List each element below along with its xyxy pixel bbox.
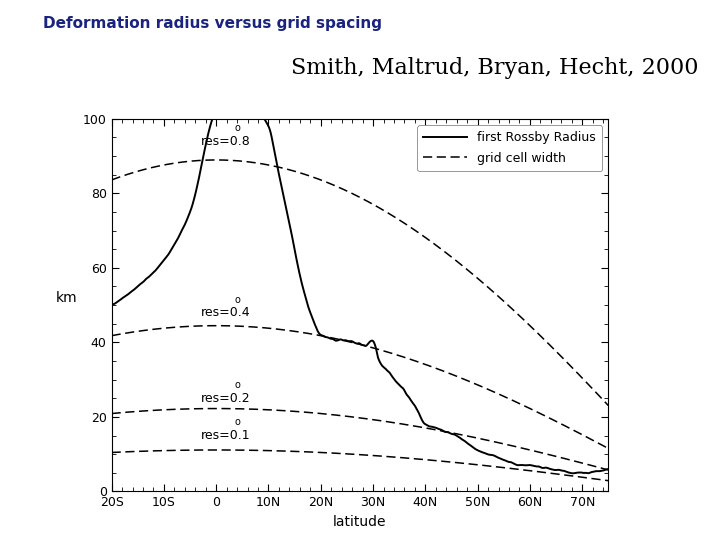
X-axis label: latitude: latitude [333,515,387,529]
Text: res=0.4: res=0.4 [200,306,250,319]
Text: o: o [235,123,240,133]
Text: o: o [235,417,240,428]
Y-axis label: km: km [55,291,77,305]
Text: o: o [235,380,240,390]
Text: res=0.2: res=0.2 [200,392,250,405]
Legend: first Rossby Radius, grid cell width: first Rossby Radius, grid cell width [417,125,602,171]
Text: o: o [235,294,240,305]
Text: Deformation radius versus grid spacing: Deformation radius versus grid spacing [43,16,382,31]
Text: res=0.8: res=0.8 [200,134,251,147]
Text: Smith, Maltrud, Bryan, Hecht, 2000: Smith, Maltrud, Bryan, Hecht, 2000 [291,57,698,79]
Text: res=0.1: res=0.1 [200,429,250,442]
